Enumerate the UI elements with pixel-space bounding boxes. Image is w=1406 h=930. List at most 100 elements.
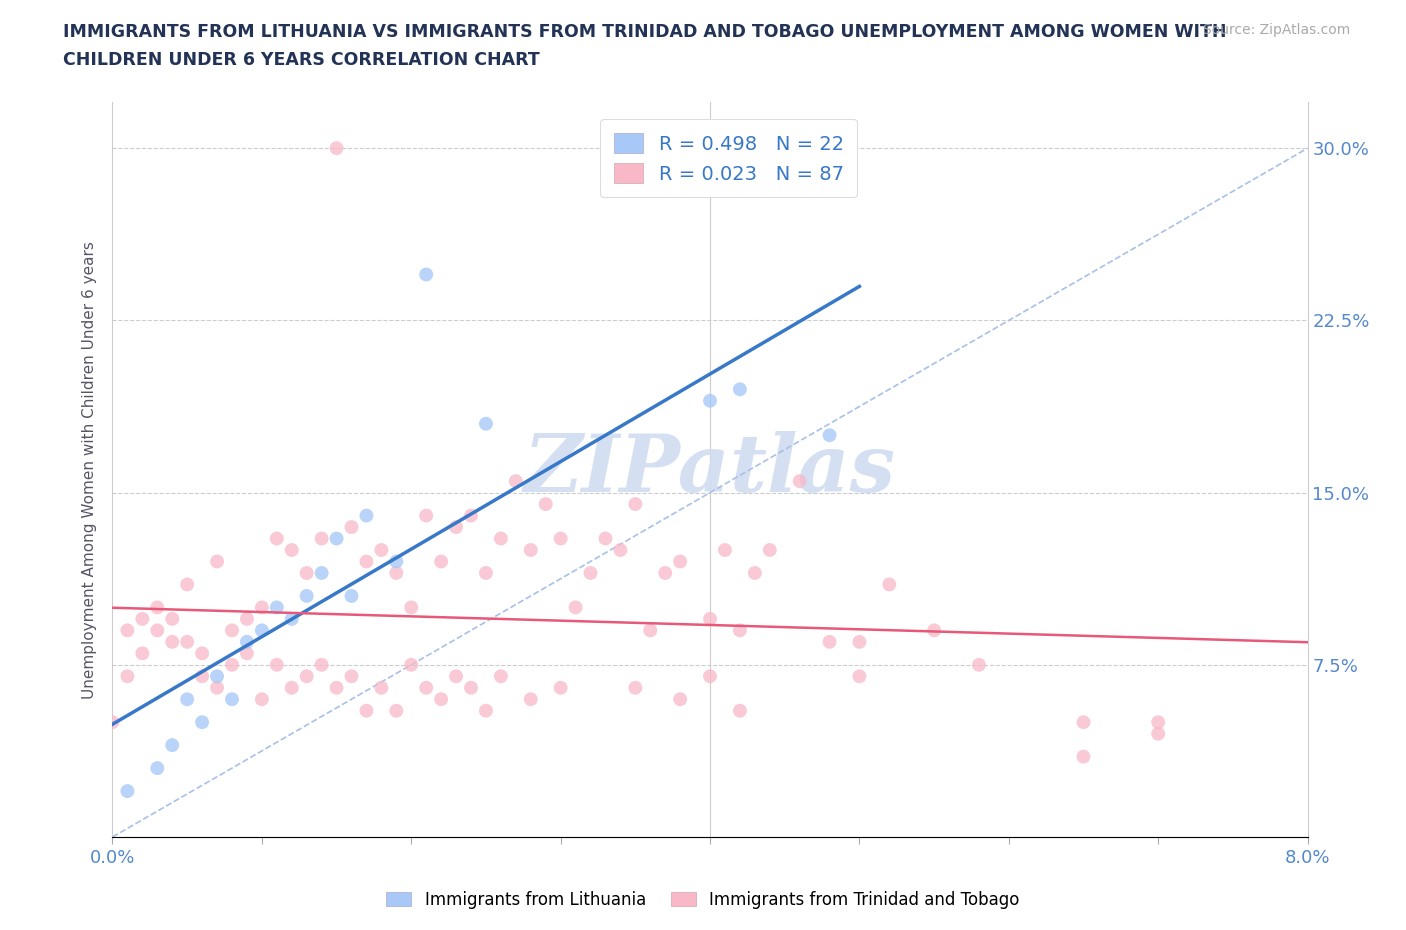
Point — [415, 267, 437, 282]
Point — [401, 600, 423, 615]
Point — [415, 681, 437, 696]
Point — [430, 554, 453, 569]
Point — [221, 658, 243, 672]
Point — [191, 669, 214, 684]
Point — [176, 634, 198, 649]
Point — [654, 565, 676, 580]
Point — [281, 542, 304, 557]
Point — [460, 508, 482, 523]
Point — [699, 393, 721, 408]
Point — [505, 473, 527, 488]
Point — [236, 634, 259, 649]
Point — [205, 669, 228, 684]
Point — [595, 531, 617, 546]
Point — [295, 565, 318, 580]
Point — [281, 681, 304, 696]
Point — [101, 715, 124, 730]
Point — [146, 623, 169, 638]
Point — [401, 658, 423, 672]
Point — [117, 784, 139, 799]
Point — [475, 703, 498, 718]
Text: CHILDREN UNDER 6 YEARS CORRELATION CHART: CHILDREN UNDER 6 YEARS CORRELATION CHART — [63, 51, 540, 69]
Point — [550, 531, 572, 546]
Point — [848, 634, 870, 649]
Point — [624, 681, 647, 696]
Point — [250, 692, 273, 707]
Point — [117, 623, 139, 638]
Point — [236, 646, 259, 661]
Point — [205, 554, 228, 569]
Point — [415, 508, 437, 523]
Point — [818, 634, 841, 649]
Point — [266, 658, 288, 672]
Point — [266, 600, 288, 615]
Point — [176, 577, 198, 591]
Point — [669, 554, 692, 569]
Point — [430, 692, 453, 707]
Point — [818, 428, 841, 443]
Point — [176, 692, 198, 707]
Point — [311, 658, 333, 672]
Legend: R = 0.498   N = 22, R = 0.023   N = 87: R = 0.498 N = 22, R = 0.023 N = 87 — [600, 119, 858, 197]
Point — [550, 681, 572, 696]
Point — [356, 554, 378, 569]
Point — [146, 761, 169, 776]
Point — [221, 692, 243, 707]
Point — [340, 669, 363, 684]
Point — [1147, 715, 1170, 730]
Text: Source: ZipAtlas.com: Source: ZipAtlas.com — [1202, 23, 1350, 37]
Point — [340, 520, 363, 535]
Point — [922, 623, 945, 638]
Point — [311, 531, 333, 546]
Point — [356, 703, 378, 718]
Point — [370, 542, 392, 557]
Point — [1073, 750, 1095, 764]
Point — [728, 703, 751, 718]
Point — [385, 703, 408, 718]
Point — [281, 611, 304, 626]
Point — [877, 577, 901, 591]
Point — [967, 658, 990, 672]
Point — [534, 497, 557, 512]
Point — [266, 531, 288, 546]
Point — [356, 508, 378, 523]
Y-axis label: Unemployment Among Women with Children Under 6 years: Unemployment Among Women with Children U… — [82, 241, 97, 698]
Point — [162, 611, 183, 626]
Point — [489, 531, 512, 546]
Point — [489, 669, 512, 684]
Point — [624, 497, 647, 512]
Point — [131, 646, 153, 661]
Point — [162, 634, 183, 649]
Point — [789, 473, 811, 488]
Point — [162, 737, 183, 752]
Point — [325, 531, 347, 546]
Point — [699, 669, 721, 684]
Point — [131, 611, 153, 626]
Point — [325, 681, 347, 696]
Point — [444, 669, 467, 684]
Point — [205, 681, 228, 696]
Point — [848, 669, 870, 684]
Point — [295, 589, 318, 604]
Point — [250, 600, 273, 615]
Point — [370, 681, 392, 696]
Point — [385, 565, 408, 580]
Point — [520, 692, 543, 707]
Point — [520, 542, 543, 557]
Point — [221, 623, 243, 638]
Point — [460, 681, 482, 696]
Point — [191, 646, 214, 661]
Point — [1073, 715, 1095, 730]
Point — [250, 623, 273, 638]
Point — [311, 565, 333, 580]
Point — [1147, 726, 1170, 741]
Point — [117, 669, 139, 684]
Point — [640, 623, 662, 638]
Point — [325, 140, 347, 155]
Point — [579, 565, 602, 580]
Point — [191, 715, 214, 730]
Point — [146, 600, 169, 615]
Point — [714, 542, 737, 557]
Point — [609, 542, 631, 557]
Text: IMMIGRANTS FROM LITHUANIA VS IMMIGRANTS FROM TRINIDAD AND TOBAGO UNEMPLOYMENT AM: IMMIGRANTS FROM LITHUANIA VS IMMIGRANTS … — [63, 23, 1227, 41]
